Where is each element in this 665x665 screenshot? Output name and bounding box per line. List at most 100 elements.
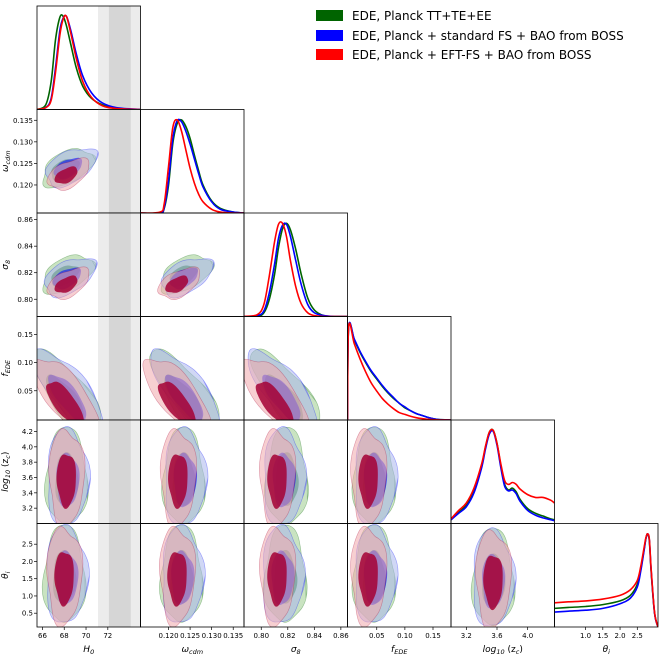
x-tick-label: 72 [103, 632, 112, 640]
panel-content [142, 348, 221, 420]
x-tick-label: 0.15 [425, 632, 441, 640]
y-tick-label: 4.0 [22, 443, 33, 451]
contour-1sigma-r [358, 454, 378, 509]
panel-theta_i-theta_i: 1.0 1.5 2.0 2.5 θi [554, 523, 659, 656]
panel-content [44, 420, 141, 524]
contour-1sigma-r [54, 275, 78, 293]
h0-band-1sigma [108, 213, 131, 317]
x-axis-label-log10zc: log10 (zc) [483, 645, 523, 656]
panel-omega_cdm-fEDE [140, 316, 245, 421]
x-tick-label: 0.80 [253, 632, 269, 640]
panel-H0-theta_i: 66 68 70 72 H0 0.5 1.0 1.5 2.0 2.5 θi [1, 523, 141, 656]
panel-content [259, 523, 308, 627]
panel-content [554, 533, 658, 627]
panel-frame [347, 316, 452, 421]
posterior-1d-blue [554, 533, 658, 627]
y-tick-label: 0.80 [17, 296, 33, 304]
h0-band-1sigma [108, 316, 131, 420]
y-tick-label: 4.2 [22, 428, 33, 436]
y-tick-label: 0.135 [13, 117, 33, 125]
x-tick-label: 0.10 [397, 632, 413, 640]
x-tick-label: 3.2 [461, 632, 472, 640]
y-tick-label: 3.6 [22, 474, 34, 482]
panel-content [157, 254, 215, 300]
y-axis-label-fEDE: fEDE [1, 359, 12, 376]
contour-1sigma-r [157, 381, 196, 420]
panels-layer: 0.1200.1250.1300.135ωcdm0.800.820.840.86… [1, 5, 659, 656]
panel-fEDE-log10zc [347, 419, 452, 524]
panel-log10zc-log10zc [450, 419, 555, 524]
contour-1sigma-r [267, 552, 287, 607]
panel-H0-sigma8: 0.80 0.82 0.84 0.86 σ8 [1, 212, 141, 317]
panel-fEDE-fEDE [347, 316, 452, 421]
y-tick-label: 2.5 [22, 541, 33, 549]
posterior-1d-green [244, 222, 348, 317]
y-tick-label: 0.05 [17, 387, 33, 395]
legend: EDE, Planck TT+TE+EE EDE, Planck + stand… [316, 9, 624, 62]
contour-1sigma-r [483, 555, 503, 611]
x-tick-label: 2.0 [614, 632, 625, 640]
panel-omega_cdm-omega_cdm [140, 109, 245, 214]
x-tick-label: 66 [38, 632, 47, 640]
panel-omega_cdm-sigma8 [140, 212, 245, 317]
x-tick-label: 0.135 [223, 632, 243, 640]
y-tick-label: 1.0 [22, 592, 33, 600]
contour-1sigma-r [255, 381, 294, 420]
x-tick-label: 70 [82, 632, 91, 640]
panel-frame [140, 109, 245, 214]
x-axis-label-omega_cdm: ωcdm [181, 645, 203, 656]
y-tick-label: 1.5 [22, 575, 33, 583]
y-tick-label: 3.2 [22, 505, 33, 513]
y-tick-label: 0.82 [17, 269, 33, 277]
y-tick-label: 2.0 [22, 558, 33, 566]
x-tick-label: 0.120 [159, 632, 179, 640]
posterior-1d-green [140, 118, 244, 213]
panel-content [159, 523, 206, 627]
x-tick-label: 1.5 [597, 632, 608, 640]
panel-content [259, 426, 309, 524]
contour-1sigma-r [167, 552, 187, 607]
panel-sigma8-theta_i: 0.80 0.82 0.84 0.86 σ8 [243, 523, 349, 656]
x-tick-label: 0.05 [369, 632, 385, 640]
y-tick-label: 0.84 [17, 243, 33, 251]
panel-fEDE-theta_i: 0.05 0.10 0.15 fEDE [347, 523, 452, 656]
posterior-1d-green [554, 533, 658, 627]
posterior-1d-red [140, 118, 244, 213]
x-tick-label: 0.82 [280, 632, 296, 640]
panel-content [350, 523, 399, 627]
panel-omega_cdm-theta_i: 0.120 0.125 0.130 0.135 ωcdm [140, 523, 245, 656]
panel-content [470, 527, 517, 627]
legend-label-green: EDE, Planck TT+TE+EE [352, 9, 492, 23]
contour-1sigma-r [56, 454, 76, 509]
panel-content [244, 348, 321, 420]
contour-1sigma-r [165, 275, 189, 293]
x-axis-label-sigma8: σ8 [291, 645, 301, 656]
contour-1sigma-r [54, 166, 78, 184]
panel-content [42, 109, 141, 213]
contour-1sigma-r [54, 552, 74, 607]
contour-1sigma-r [168, 454, 188, 509]
posterior-1d-green [347, 321, 451, 420]
y-axis-label-log10zc: log10 (zc) [1, 452, 12, 492]
panel-H0-log10zc: 3.2 3.4 3.6 3.8 4.0 4.2 log10 (zc) [1, 419, 141, 524]
panel-content [37, 6, 141, 110]
y-tick-label: 0.125 [13, 160, 33, 168]
y-axis-label-omega_cdm: ωcdm [1, 150, 12, 172]
x-tick-label: 3.6 [491, 632, 503, 640]
h0-band-1sigma [108, 109, 131, 213]
y-tick-label: 0.130 [13, 138, 33, 146]
contour-1sigma-r [358, 552, 378, 607]
x-tick-label: 4.0 [522, 632, 533, 640]
posterior-1d-red [554, 533, 658, 627]
panel-frame [554, 523, 659, 628]
legend-swatch-blue [316, 30, 343, 41]
x-tick-label: 0.130 [202, 632, 222, 640]
y-tick-label: 0.120 [13, 181, 33, 189]
panel-content [37, 316, 141, 420]
panel-content [42, 213, 141, 317]
panel-content [140, 118, 244, 213]
panel-H0-omega_cdm: 0.120 0.125 0.130 0.135 ωcdm [1, 109, 141, 214]
posterior-1d-red [37, 14, 141, 110]
panel-content [159, 426, 209, 524]
